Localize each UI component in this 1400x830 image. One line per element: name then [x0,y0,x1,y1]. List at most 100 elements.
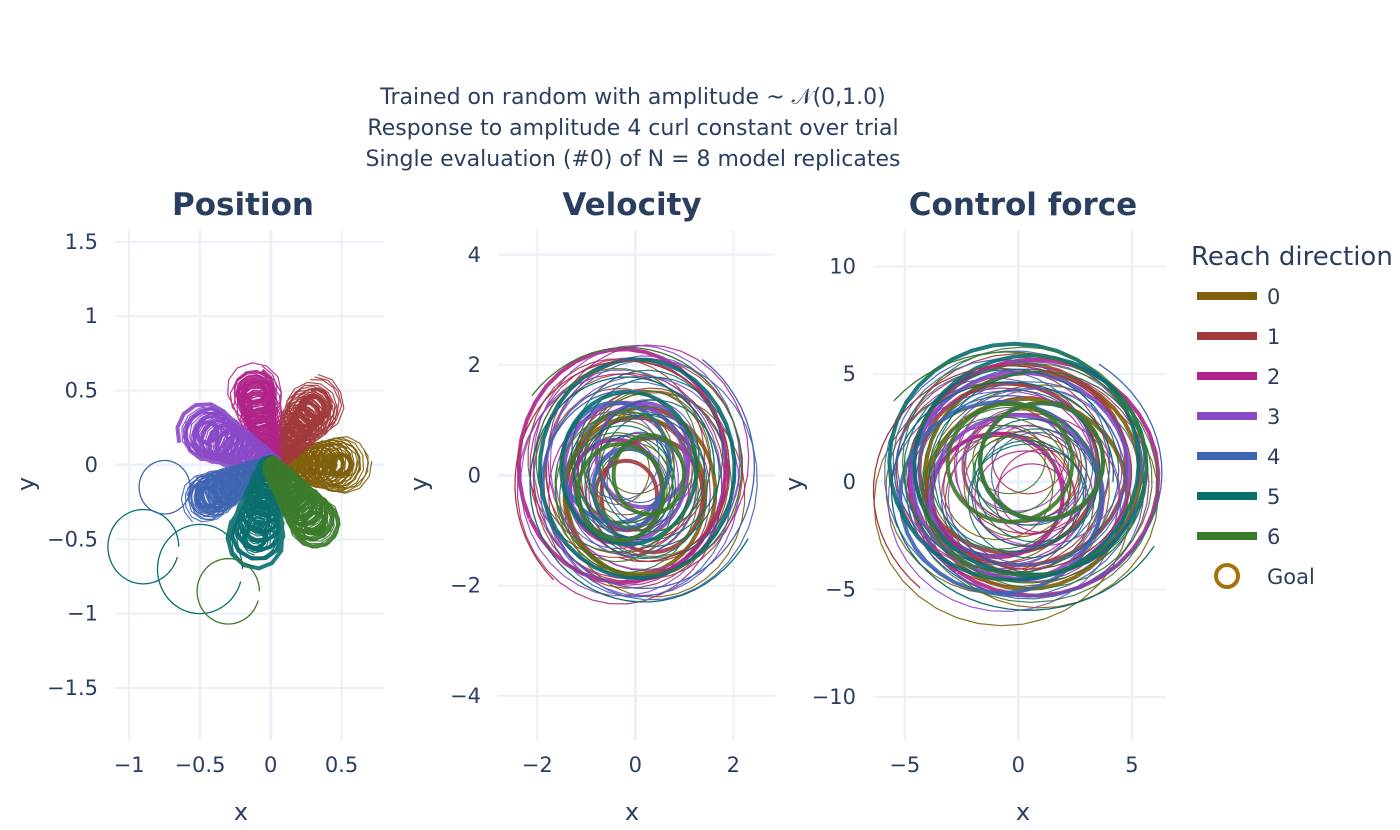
position-y-tick-label: 1.5 [65,230,98,254]
trajectory-reach-6 [596,449,668,530]
control-force-traces [872,341,1163,627]
velocity-traces [514,344,758,605]
trajectory-reach-6 [972,434,1056,514]
trajectory-loop [156,523,244,615]
legend-title: Reach direction [1191,242,1393,272]
trajectory-reach-6 [265,458,329,540]
trajectory-reach-6 [555,411,699,573]
trajectory-reach-5 [967,443,1089,559]
legend-item-6[interactable]: 6 [1197,525,1280,549]
legend-item-3[interactable]: 3 [1197,405,1280,429]
velocity-title: Velocity [562,187,701,223]
goal-marker-6 [302,510,327,535]
goal-legend-icon [1214,563,1240,589]
position-x-tick-label: 0 [264,753,277,777]
trajectory-reach-5 [588,399,720,547]
trajectory-reach-6 [262,455,341,549]
control-force-subplot: Control force −5 0 5 −10 −5 0 5 10 x y [780,187,1166,826]
trajectory-reach-5 [974,418,1088,526]
trajectory-reach-6 [574,410,676,524]
goal-marker-2 [243,380,268,405]
control-force-y-tick-label: 5 [843,362,856,386]
control-force-y-tick-label: −5 [825,577,856,601]
control-force-x-tick-label: −5 [889,753,920,777]
legend-item-2[interactable]: 2 [1197,365,1280,389]
velocity-y-axis-title: y [405,477,433,491]
velocity-y-tick-label: −4 [450,684,481,708]
velocity-y-tick-label: 2 [468,353,481,377]
legend-item-4[interactable]: 4 [1197,445,1280,469]
legend-label: 6 [1267,525,1280,549]
trajectory-reach-6 [263,457,338,545]
goal-marker-4 [195,485,220,510]
trajectory-outer-spiral [872,365,1133,589]
trajectory-reach-6 [611,432,687,517]
title-line-3: Single evaluation (#0) of N = 8 model re… [366,147,901,172]
legend-label: 4 [1267,445,1280,469]
control-force-x-axis-title: x [1016,798,1030,826]
trajectory-reach-5 [559,390,699,547]
legend[interactable]: Reach direction 0 1 2 3 4 5 6 Goal [1191,242,1393,589]
trajectory-outer-spiral [893,351,1148,584]
position-ticks: −1 −0.5 0 0.5 −1.5 −1 −0.5 0 0.5 1 1.5 [47,230,358,777]
legend-label: Goal [1267,565,1315,589]
position-traces [107,362,373,625]
trajectory-reach-5 [584,435,677,539]
goal-marker-1 [302,394,327,419]
trajectory-reach-6 [945,401,1075,524]
legend-item-0[interactable]: 0 [1197,285,1280,309]
trajectory-reach-6 [584,390,712,533]
control-force-ticks: −5 0 5 −10 −5 0 5 10 [812,255,1139,777]
trajectory-reach-4 [938,387,1126,566]
velocity-y-tick-label: 4 [468,243,481,267]
trajectory-reach-5 [976,428,1098,543]
legend-label: 2 [1267,365,1280,389]
trajectory-reach-1 [527,358,706,558]
control-force-x-tick-label: 0 [1012,753,1025,777]
trajectory-reach-6 [558,431,675,563]
trajectory-reach-0 [943,435,1054,541]
trajectory-reach-2 [907,368,1150,598]
legend-item-1[interactable]: 1 [1197,325,1280,349]
position-y-tick-label: −1.5 [47,676,98,700]
position-y-tick-label: 0.5 [65,379,98,403]
trajectory-reach-6 [929,416,1071,550]
position-title: Position [172,187,314,223]
trajectory-outer-spiral [541,359,756,590]
trajectory-reach-5 [887,341,1141,583]
title-line-1: Trained on random with amplitude ~ 𝒩(0,1… [379,85,885,110]
velocity-subplot: Velocity −2 0 2 −4 −2 0 2 4 x y [405,187,775,826]
legend-label: 0 [1267,285,1280,309]
legend-item-5[interactable]: 5 [1197,485,1280,509]
trajectory-reach-5 [971,440,1085,548]
position-y-tick-label: 1 [85,304,98,328]
trajectory-reach-3 [894,377,1097,570]
position-y-tick-label: 0 [85,453,98,477]
trajectory-reach-0 [963,434,1072,538]
trajectory-reach-4 [607,431,672,504]
trajectory-reach-5 [578,414,708,560]
trajectory-reach-2 [516,373,723,605]
control-force-title: Control force [909,187,1137,223]
position-subplot: Position −1 −0.5 0 0.5−1.5−1−0.500.511.5 x … [12,187,384,826]
trajectory-reach-3 [947,425,1101,570]
trajectory-reach-3 [964,412,1070,512]
trajectory-reach-5 [912,353,1149,578]
control-force-y-tick-label: 0 [843,470,856,494]
trajectory-loop [107,508,180,585]
trajectory-reach-5 [235,459,280,561]
trajectory-reach-6 [267,460,325,535]
control-force-x-tick-label: 5 [1125,753,1138,777]
control-force-y-tick-label: −10 [812,685,856,709]
trajectory-outer-spiral [531,346,743,576]
goal-marker-3 [195,420,220,445]
control-force-y-tick-label: 10 [829,255,856,279]
velocity-ticks: −2 0 2 −4 −2 0 2 4 [450,243,740,777]
trajectory-outer-spiral [890,381,1155,611]
trajectory-reach-5 [903,368,1120,574]
legend-item-goal[interactable]: Goal [1214,563,1315,589]
velocity-x-tick-label: −2 [522,753,553,777]
trajectory-reach-4 [575,435,662,532]
trajectory-loop [138,459,191,515]
trajectory-reach-1 [991,424,1066,495]
